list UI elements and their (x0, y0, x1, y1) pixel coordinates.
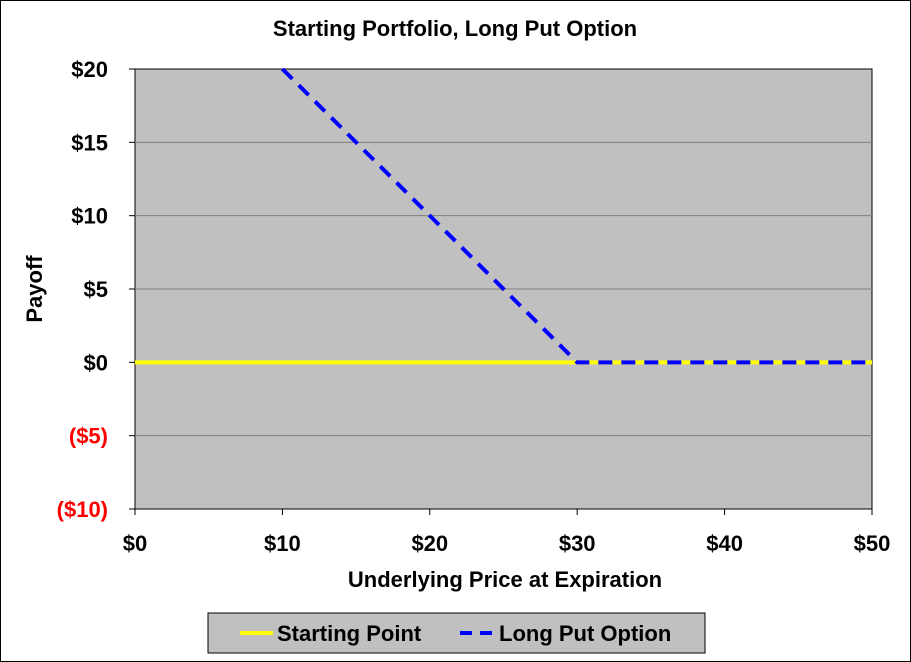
legend: Starting Point Long Put Option (207, 612, 706, 654)
legend-label-long-put-option: Long Put Option (499, 621, 671, 646)
x-axis-label: Underlying Price at Expiration (348, 567, 662, 592)
chart-title: Starting Portfolio, Long Put Option (273, 16, 637, 41)
x-axis-ticks: $0 $10 $20 $30 $40 $50 (123, 509, 891, 556)
y-tick-label: $10 (71, 204, 108, 229)
y-tick-label: $0 (84, 350, 108, 375)
gridlines (135, 141, 872, 437)
y-axis-label: Payoff (22, 255, 47, 323)
y-tick-label: $20 (71, 57, 108, 82)
legend-box (207, 612, 706, 654)
x-tick-label: $30 (559, 531, 596, 556)
series-lines (135, 67, 872, 365)
y-tick-label: $15 (71, 130, 108, 155)
y-tick-label: $5 (84, 277, 108, 302)
x-tick-label: $10 (264, 531, 301, 556)
legend-label-starting-point: Starting Point (277, 621, 422, 646)
series-line-long-put-option (280, 67, 872, 365)
x-tick-label: $0 (123, 531, 147, 556)
x-tick-label: $40 (706, 531, 743, 556)
x-tick-label: $20 (411, 531, 448, 556)
x-tick-label: $50 (854, 531, 891, 556)
y-axis-ticks: $20 $15 $10 $5 $0 ($5) ($10) (57, 57, 135, 522)
y-tick-label: ($5) (69, 424, 108, 449)
y-tick-label: ($10) (57, 497, 108, 522)
